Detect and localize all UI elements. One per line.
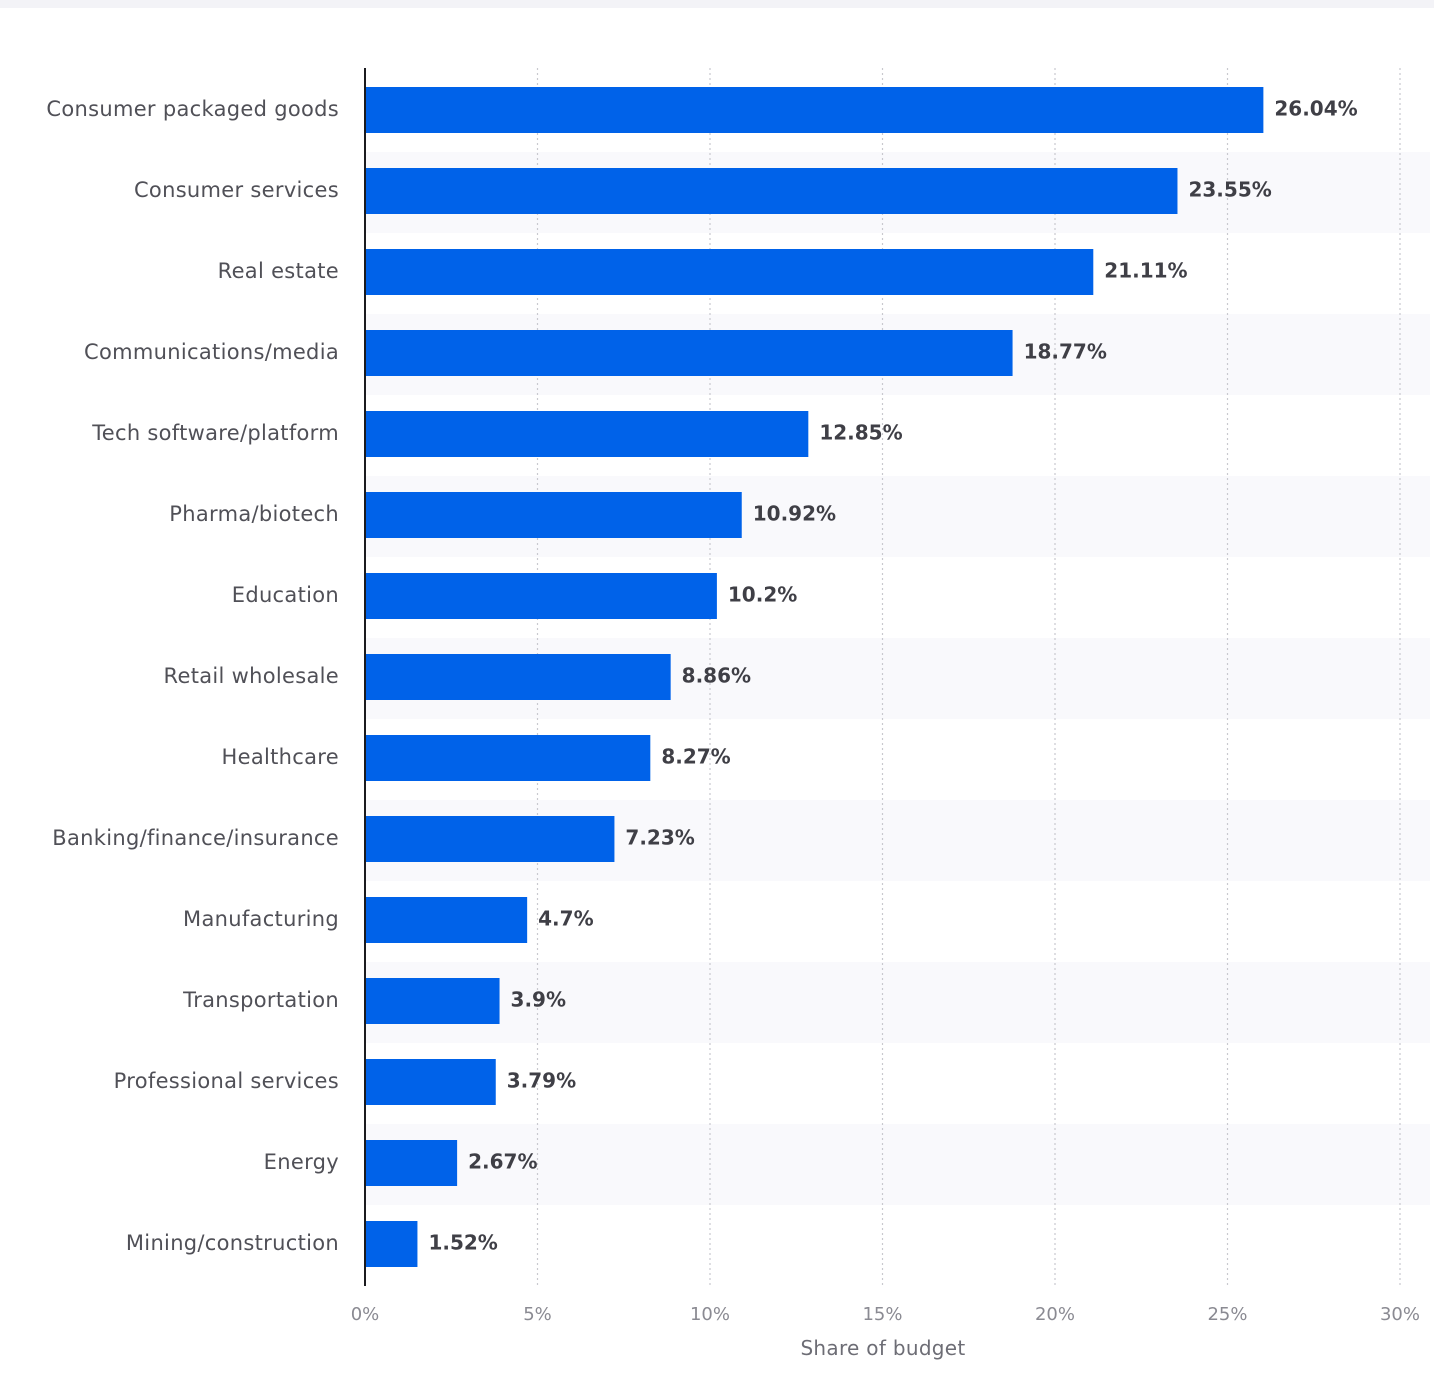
category-labels: Consumer packaged goods Consumer services… — [46, 97, 339, 1255]
x-tick-label: 0% — [351, 1304, 380, 1325]
value-label: 10.92% — [753, 502, 836, 526]
bar[interactable] — [365, 978, 500, 1024]
bars — [365, 87, 1264, 1267]
category-label: Retail wholesale — [164, 664, 339, 688]
value-label: 18.77% — [1024, 340, 1107, 364]
value-label: 3.79% — [507, 1069, 576, 1093]
x-axis-title: Share of budget — [800, 1336, 965, 1360]
bar[interactable] — [365, 1221, 418, 1267]
x-tick-label: 30% — [1380, 1304, 1420, 1325]
bar[interactable] — [365, 411, 809, 457]
bar[interactable] — [365, 87, 1264, 133]
bar[interactable] — [365, 330, 1013, 376]
value-label: 4.7% — [538, 907, 593, 931]
value-label: 23.55% — [1188, 178, 1271, 202]
category-label: Manufacturing — [183, 907, 339, 931]
category-label: Transportation — [182, 988, 339, 1012]
category-label: Professional services — [114, 1069, 339, 1093]
category-label: Communications/media — [84, 340, 339, 364]
value-labels: 26.04% 23.55% 21.11% 18.77% 12.85% 10.92% 10.2… — [428, 97, 1357, 1255]
x-tick-labels: 0% 5% 10% 15% 20% 25% 30% — [351, 1304, 1420, 1325]
x-tick-label: 25% — [1207, 1304, 1247, 1325]
category-label: Tech software/platform — [91, 421, 339, 445]
row-band — [365, 1124, 1430, 1205]
row-band — [365, 962, 1430, 1043]
bar[interactable] — [365, 735, 651, 781]
category-label: Consumer packaged goods — [46, 97, 339, 121]
value-label: 7.23% — [625, 826, 694, 850]
category-label: Pharma/biotech — [169, 502, 339, 526]
value-label: 8.86% — [682, 664, 751, 688]
bar[interactable] — [365, 654, 671, 700]
category-label: Real estate — [218, 259, 339, 283]
bar[interactable] — [365, 249, 1094, 295]
category-label: Energy — [264, 1150, 339, 1174]
value-label: 8.27% — [661, 745, 730, 769]
value-label: 1.52% — [428, 1231, 497, 1255]
top-strip — [0, 0, 1434, 8]
bar[interactable] — [365, 1140, 458, 1186]
category-label: Consumer services — [134, 178, 339, 202]
x-tick-label: 5% — [523, 1304, 552, 1325]
category-label: Education — [232, 583, 339, 607]
grid-lines — [536, 68, 1401, 1286]
bar[interactable] — [365, 492, 742, 538]
value-label: 3.9% — [511, 988, 566, 1012]
value-label: 10.2% — [728, 583, 797, 607]
category-label: Banking/finance/insurance — [52, 826, 339, 850]
bar[interactable] — [365, 816, 615, 862]
x-tick-label: 15% — [862, 1304, 902, 1325]
category-label: Mining/construction — [126, 1231, 339, 1255]
x-tick-label: 20% — [1035, 1304, 1075, 1325]
bar[interactable] — [365, 573, 717, 619]
value-label: 2.67% — [468, 1150, 537, 1174]
value-label: 12.85% — [819, 421, 902, 445]
category-label: Healthcare — [222, 745, 339, 769]
value-label: 21.11% — [1104, 259, 1187, 283]
value-label: 26.04% — [1274, 97, 1357, 121]
bar[interactable] — [365, 1059, 496, 1105]
x-tick-label: 10% — [690, 1304, 730, 1325]
bar[interactable] — [365, 168, 1178, 214]
bar[interactable] — [365, 897, 528, 943]
